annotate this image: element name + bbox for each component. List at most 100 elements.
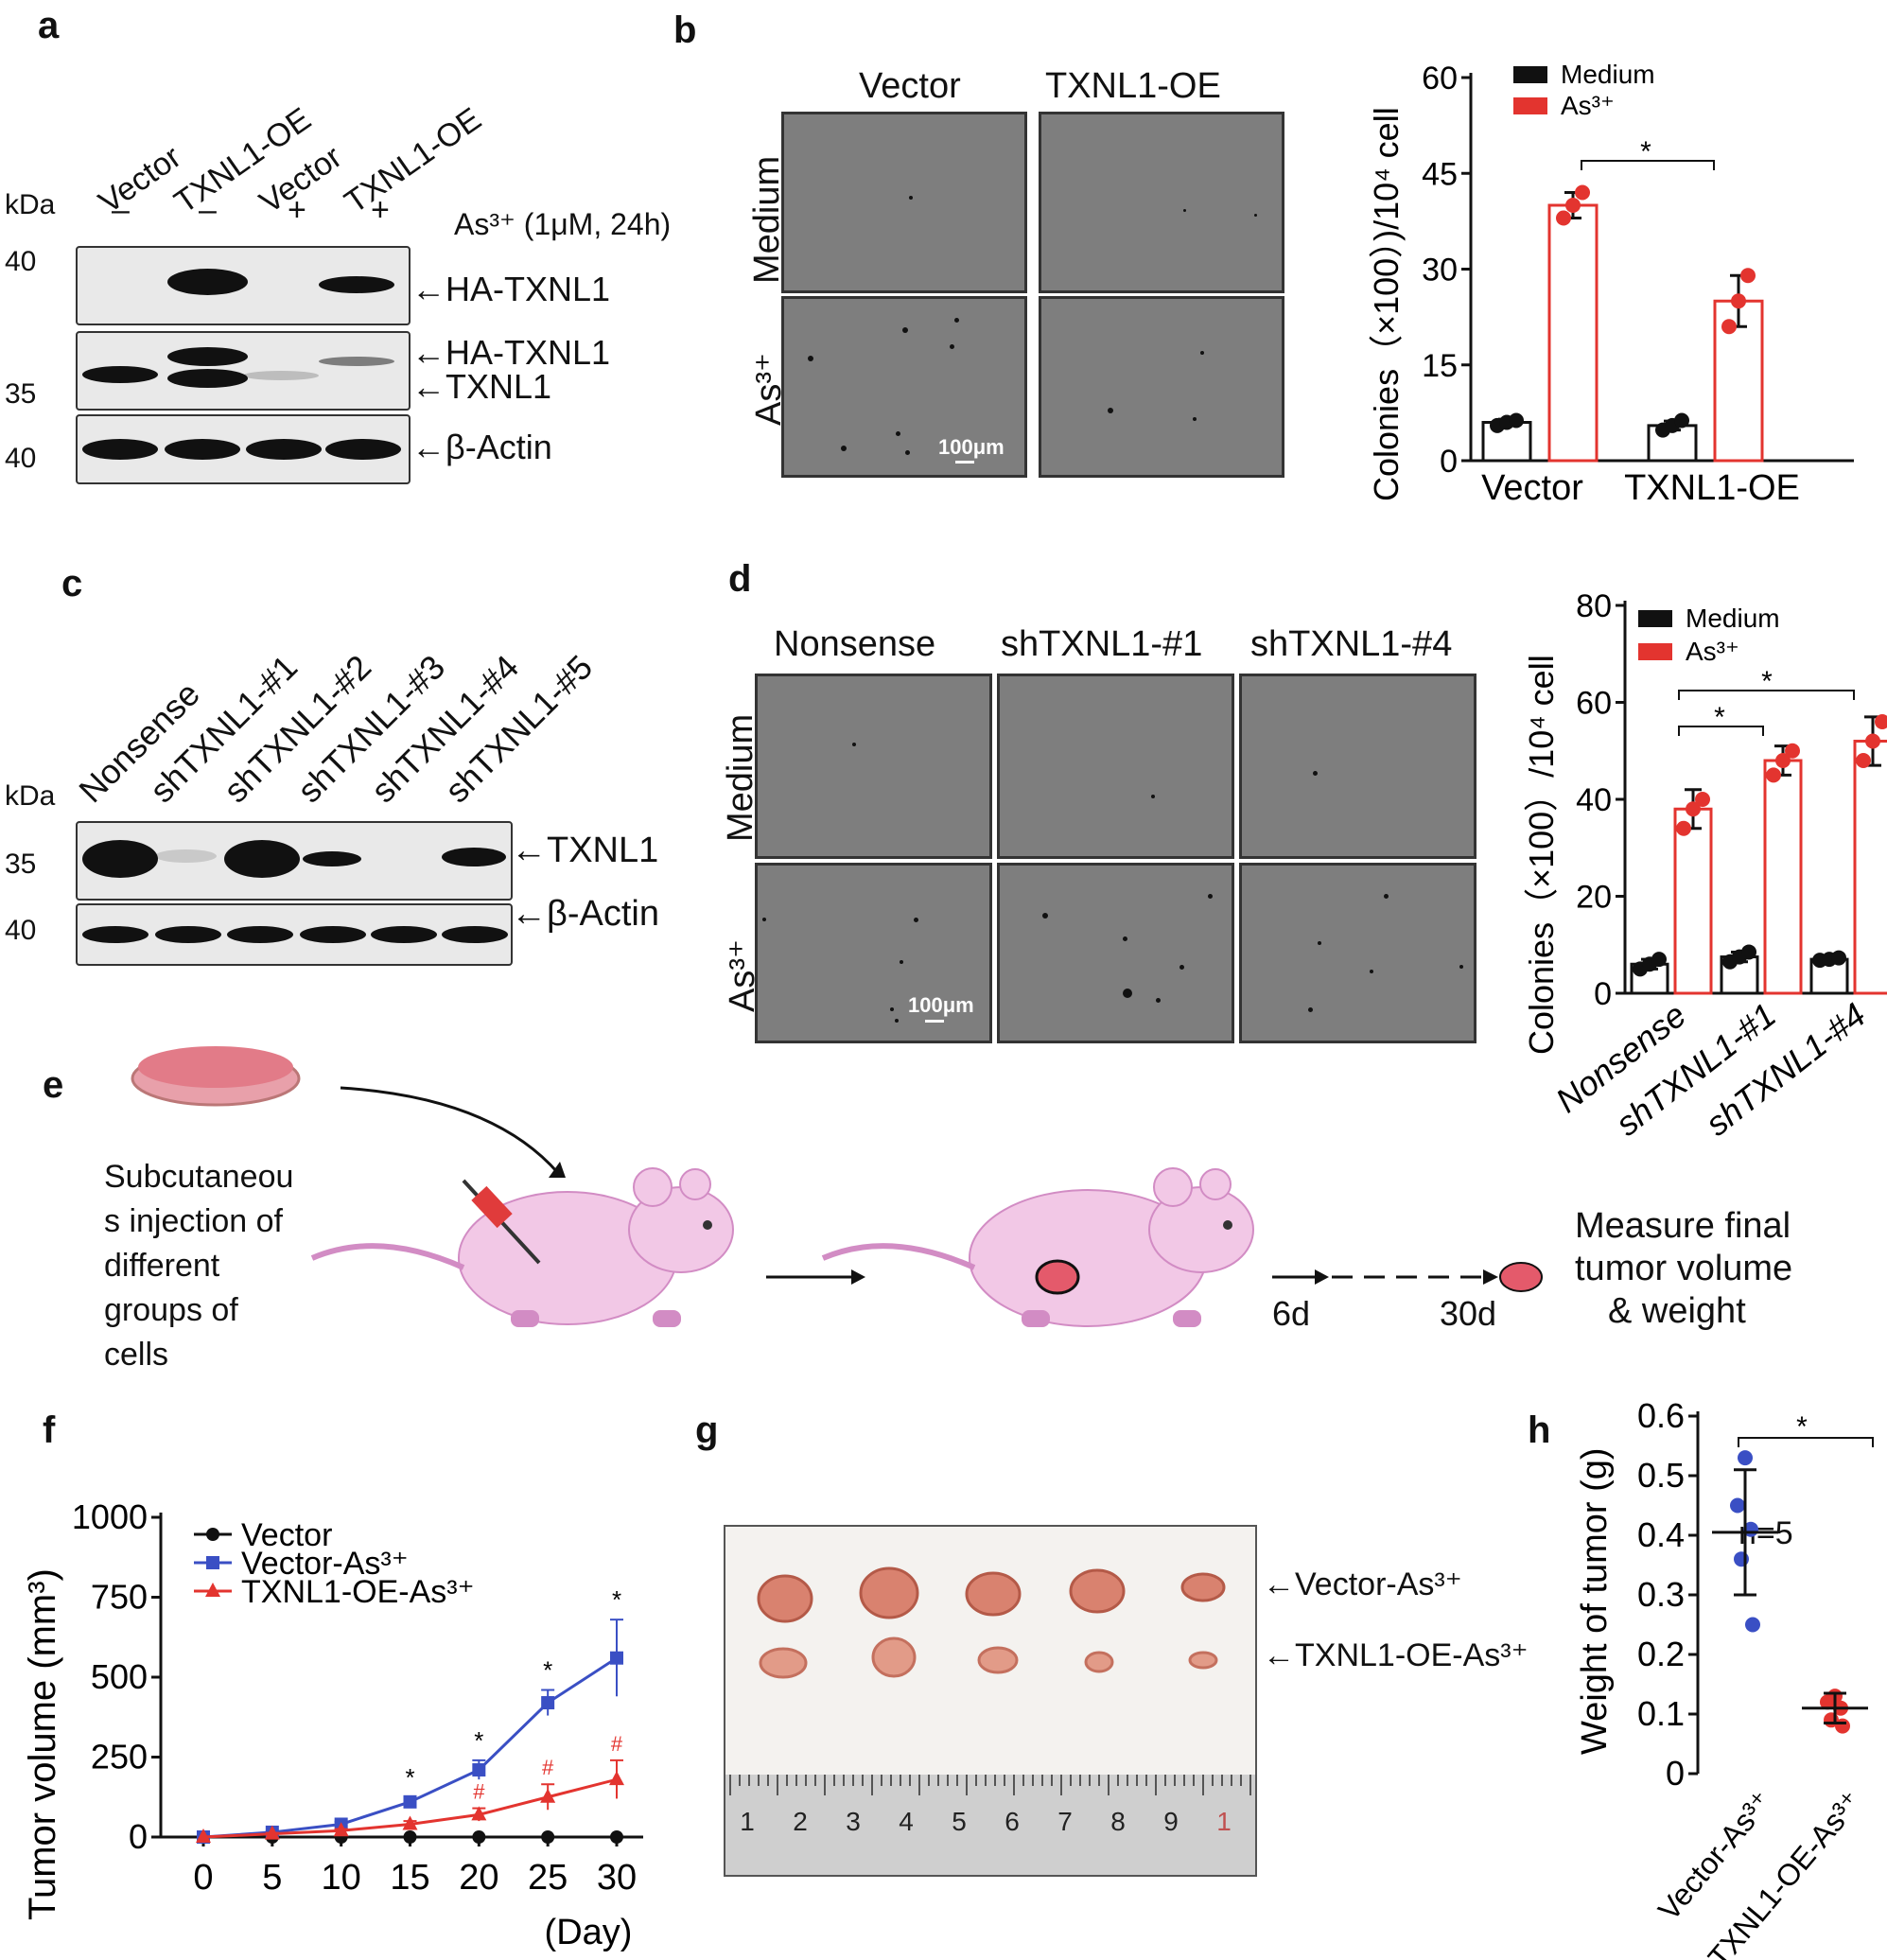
tumor bbox=[1084, 1651, 1114, 1673]
sign: – bbox=[112, 192, 130, 228]
tumor-icon bbox=[1035, 1259, 1080, 1295]
tumor-photo bbox=[724, 1525, 1257, 1877]
scale-bar bbox=[925, 1020, 944, 1023]
y-tick-label: 0.4 bbox=[1637, 1515, 1685, 1554]
final-text: Measure final bbox=[1575, 1206, 1791, 1246]
bar bbox=[1547, 203, 1599, 463]
data-point bbox=[471, 1806, 487, 1821]
sign: – bbox=[199, 192, 217, 228]
scale-bar-label: 100μm bbox=[908, 993, 974, 1017]
y-tick-label: 80 bbox=[1576, 588, 1612, 624]
significance-mark: # bbox=[542, 1756, 554, 1779]
data-point bbox=[1865, 733, 1880, 749]
legend-label: As³⁺ bbox=[1686, 637, 1739, 666]
data-point bbox=[1734, 1551, 1749, 1567]
band-label-text: HA-TXNL1 bbox=[446, 333, 611, 372]
mouse-icon bbox=[821, 1167, 1254, 1327]
step-text: Subcutaneou bbox=[104, 1159, 294, 1195]
y-tick-label: 0 bbox=[1440, 444, 1458, 480]
x-tick-label: 30 bbox=[597, 1858, 637, 1898]
final-text: tumor volume bbox=[1575, 1249, 1793, 1288]
tumor bbox=[965, 1571, 1022, 1617]
significance-mark: * bbox=[1640, 136, 1651, 167]
kda-title: kDa bbox=[5, 189, 56, 220]
data-point bbox=[1745, 1617, 1760, 1633]
y-axis-label: Tumor volume (mm³) bbox=[22, 1568, 63, 1920]
ruler bbox=[725, 1775, 1255, 1875]
legend-marker bbox=[206, 1556, 219, 1569]
data-point bbox=[1721, 319, 1737, 335]
column-header: shTXNL1-#4 bbox=[1250, 624, 1453, 664]
micrograph bbox=[781, 112, 1027, 293]
micrograph bbox=[755, 674, 992, 859]
ruler-number: 5 bbox=[952, 1807, 967, 1836]
blot-ha-txnl1 bbox=[76, 246, 411, 325]
legend-label: Medium bbox=[1686, 604, 1780, 633]
data-point bbox=[1775, 753, 1791, 768]
tumor bbox=[977, 1646, 1019, 1674]
band-label: ←HA-TXNL1 bbox=[411, 270, 611, 308]
y-tick-label: 40 bbox=[1576, 782, 1612, 818]
x-tick-label: 5 bbox=[262, 1858, 282, 1898]
data-point bbox=[540, 1788, 556, 1803]
bar bbox=[1673, 807, 1713, 995]
ruler-number: 9 bbox=[1163, 1807, 1179, 1836]
band-label: ←TXNL1 bbox=[511, 831, 659, 870]
row-label: ←TXNL1-OE-As³⁺ bbox=[1263, 1637, 1529, 1673]
band-label: ←HA-TXNL1 bbox=[411, 333, 611, 372]
micrograph bbox=[1239, 674, 1476, 859]
curved-arrow bbox=[340, 1086, 560, 1174]
micrograph bbox=[1239, 863, 1476, 1043]
x-tick-label: 10 bbox=[322, 1858, 361, 1898]
marker: 35 bbox=[5, 849, 37, 880]
band-label-text: TXNL1 bbox=[547, 831, 659, 870]
data-point bbox=[1766, 767, 1781, 783]
data-point bbox=[610, 1830, 623, 1844]
bar bbox=[1853, 740, 1887, 995]
scale-bar bbox=[955, 461, 974, 464]
tumor bbox=[1180, 1572, 1226, 1602]
data-point bbox=[1575, 184, 1590, 201]
data-point bbox=[1730, 1497, 1745, 1514]
significance-mark: * bbox=[474, 1726, 483, 1755]
data-point bbox=[1738, 1450, 1753, 1466]
y-tick-label: 0 bbox=[1666, 1754, 1685, 1793]
ruler-number: 7 bbox=[1057, 1807, 1073, 1836]
micrograph bbox=[1039, 296, 1284, 478]
x-tick-label: 0 bbox=[193, 1858, 213, 1898]
significance-mark: * bbox=[1761, 666, 1773, 697]
column-header: Nonsense bbox=[774, 624, 936, 664]
sign: + bbox=[371, 192, 390, 228]
significance-mark: # bbox=[473, 1780, 485, 1804]
y-tick-label: 60 bbox=[1576, 686, 1612, 722]
legend-marker bbox=[205, 1583, 220, 1597]
micrograph bbox=[755, 863, 992, 1043]
y-tick-label: 0.6 bbox=[1637, 1396, 1685, 1435]
data-point bbox=[402, 1815, 418, 1830]
micrograph bbox=[997, 674, 1234, 859]
band-label: ←β-Actin bbox=[411, 428, 552, 466]
band-label-text: TXNL1 bbox=[446, 367, 552, 406]
significance-bracket bbox=[1678, 726, 1764, 736]
data-point bbox=[541, 1830, 555, 1844]
data-point bbox=[1831, 950, 1846, 966]
y-tick-label: 0 bbox=[1594, 976, 1612, 1012]
x-tick-label: TXNL1-OE bbox=[1624, 468, 1800, 508]
significance-bracket bbox=[1738, 1437, 1874, 1447]
band-label-text: β-Actin bbox=[446, 428, 552, 466]
step-text: s injection of bbox=[104, 1203, 283, 1239]
x-tick-label: Vector bbox=[1481, 468, 1583, 508]
ruler-number: 4 bbox=[899, 1807, 914, 1836]
panel-h-label: h bbox=[1528, 1409, 1551, 1451]
bar bbox=[1763, 759, 1803, 995]
step-text: different bbox=[104, 1248, 220, 1284]
syringe-icon bbox=[462, 1179, 541, 1265]
tumor bbox=[1069, 1568, 1126, 1614]
ruler-number: 2 bbox=[793, 1807, 808, 1836]
blot-actin bbox=[76, 414, 411, 484]
ruler-number: 1 bbox=[1216, 1807, 1232, 1836]
scale-bar-label: 100μm bbox=[938, 435, 1005, 459]
data-point bbox=[403, 1830, 417, 1844]
legend-swatch bbox=[1513, 97, 1547, 114]
data-point bbox=[196, 1829, 211, 1843]
